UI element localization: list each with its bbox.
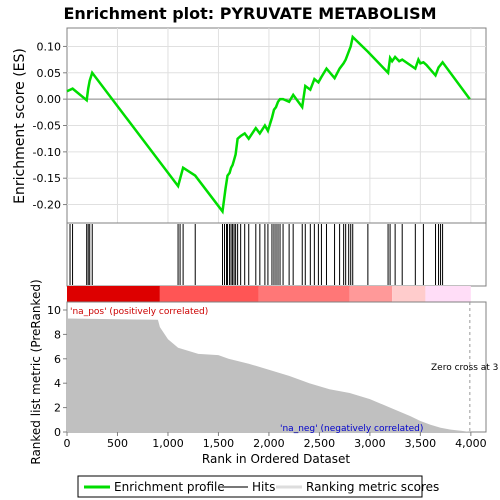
hits-panel (66, 222, 487, 287)
metric-ytick-label: 10 (47, 304, 61, 317)
metric-ytick-label: 0 (54, 426, 61, 439)
ranking-metric-area (67, 318, 471, 432)
es-ytick-label: 0.10 (37, 40, 62, 53)
zero-cross-annotation: Zero cross at 3 (431, 363, 498, 373)
enrichment-profile-line (66, 34, 471, 215)
colorbar-segment (425, 286, 471, 302)
x-tick-label: 0 (64, 437, 71, 450)
x-tick-label: 4,000 (455, 437, 487, 450)
metric-ytick-label: 4 (54, 377, 61, 390)
legend-box (77, 475, 423, 498)
es-ytick-label: -0.10 (33, 146, 61, 159)
es-ytick-label: 0.00 (37, 93, 62, 106)
es-axis-label: Enrichment score (ES) (12, 48, 28, 204)
x-tick-label: 2,000 (253, 437, 285, 450)
pos-annotation: 'na_pos' (positively correlated) (70, 307, 208, 317)
x-axis-label: Rank in Ordered Dataset (202, 452, 350, 466)
metric-ytick-label: 8 (54, 328, 61, 341)
es-ytick-label: 0.05 (37, 67, 62, 80)
colorbar-segment (392, 286, 426, 302)
neg-annotation: 'na_neg' (negatively correlated) (280, 424, 423, 434)
x-tick-label: 2,500 (304, 437, 336, 450)
colorbar-segment (258, 286, 350, 302)
metric-ytick-label: 6 (54, 353, 61, 366)
colorbar-segment (67, 286, 160, 302)
legend: Enrichment profile Hits Ranking metric s… (77, 475, 439, 498)
legend-label-enrichment-profile: Enrichment profile (114, 480, 225, 494)
x-tick-label: 1,500 (203, 437, 235, 450)
legend-label-hits: Hits (252, 480, 275, 494)
x-tick-label: 3,000 (354, 437, 386, 450)
metric-panel: 0 2 4 6 8 10 'na_pos' (positively correlated)… (29, 279, 498, 464)
es-ytick-label: -0.15 (33, 172, 61, 185)
x-tick-label: 3,500 (405, 437, 437, 450)
es-ytick-label: -0.05 (33, 120, 61, 133)
colorbar-segment (159, 286, 259, 302)
colorbar-segment (349, 286, 393, 302)
metric-axis-label: Ranked list metric (PreRanked) (29, 279, 43, 464)
legend-label-ranking-metric: Ranking metric scores (306, 480, 439, 494)
es-ytick-label: -0.20 (33, 199, 61, 212)
x-tick-label: 1,000 (152, 437, 184, 450)
rank-colorbar (67, 286, 471, 302)
chart-title: Enrichment plot: PYRUVATE METABOLISM (63, 4, 436, 23)
hits-plot-area (66, 222, 487, 287)
x-axis: 0 500 1,000 1,500 2,000 2,500 3,000 3,500 4,000 … (64, 432, 487, 466)
es-panel: 0.10 0.05 0.00 -0.05 -0.10 -0.15 -0.20 Enrichm… (12, 27, 487, 224)
metric-ytick-label: 2 (54, 402, 61, 415)
x-tick-label: 500 (107, 437, 128, 450)
